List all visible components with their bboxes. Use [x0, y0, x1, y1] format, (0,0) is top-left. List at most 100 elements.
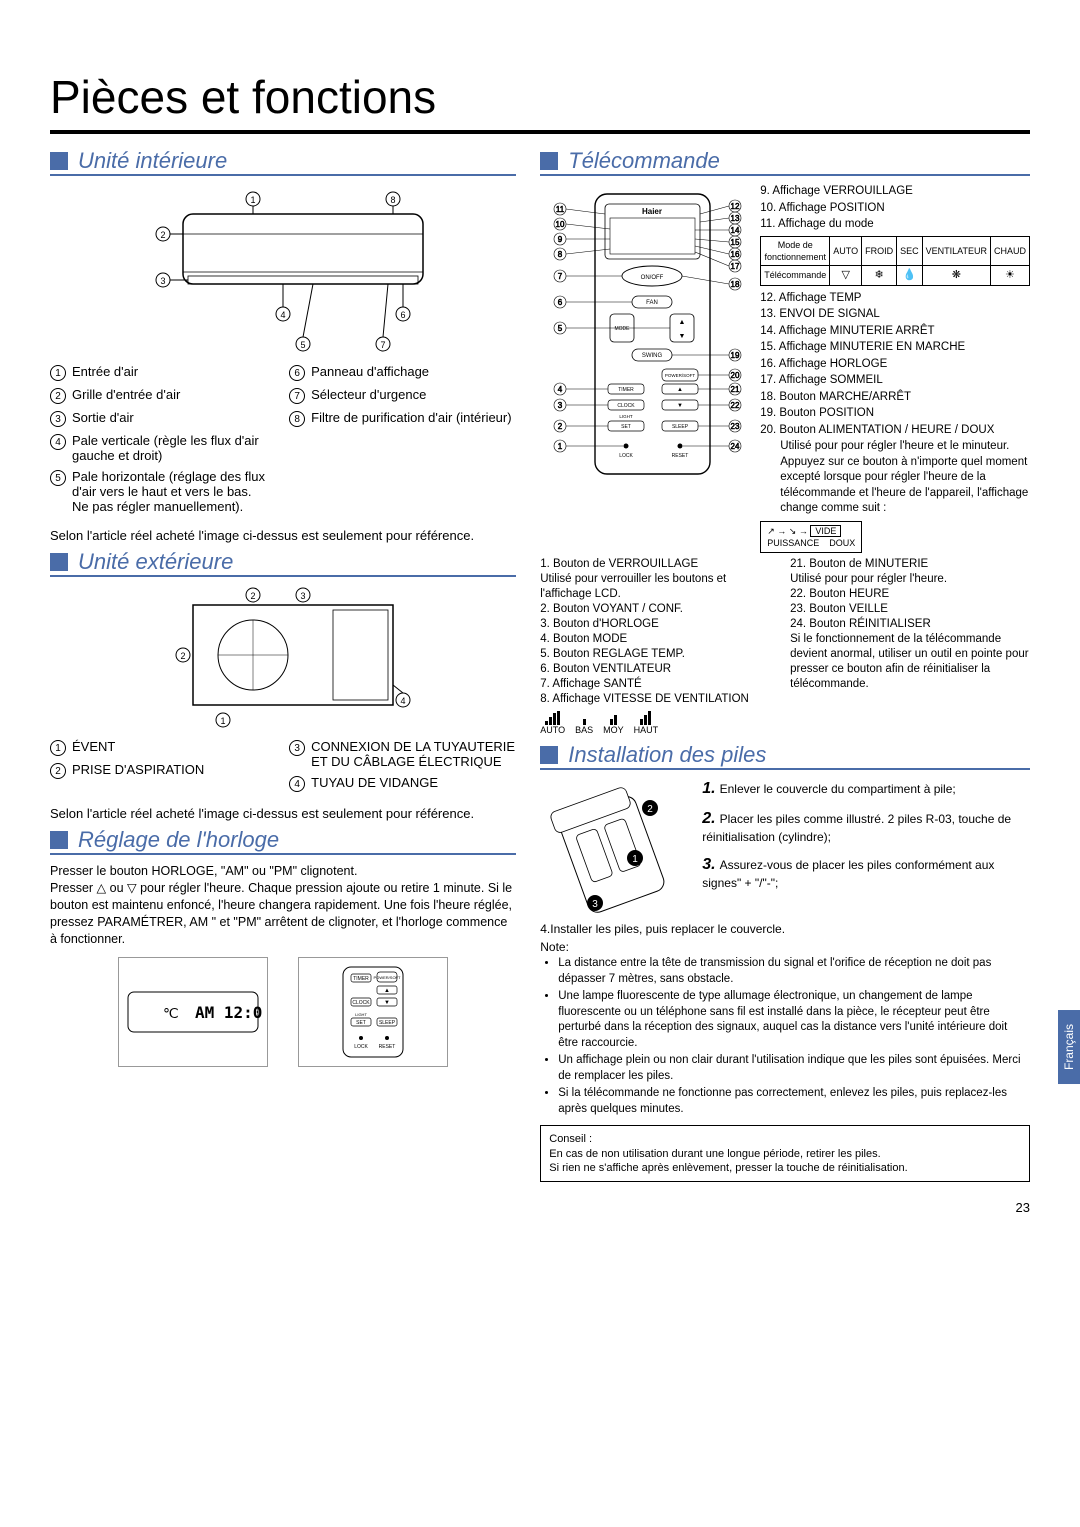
svg-text:5: 5 — [301, 340, 306, 350]
battery-step4: Installer les piles, puis replacer le co… — [550, 922, 785, 936]
svg-text:LIGHT: LIGHT — [355, 1012, 367, 1017]
svg-text:▲: ▲ — [677, 387, 683, 393]
section-marker — [50, 553, 68, 571]
button20-desc: Utilisé pour pour régler l'heure et le m… — [760, 439, 1030, 517]
tip-item: Si rien ne s'affiche après enlèvement, p… — [549, 1161, 1021, 1175]
svg-text:RESET: RESET — [379, 1044, 396, 1050]
svg-text:24: 24 — [731, 442, 740, 451]
svg-text:7: 7 — [558, 272, 563, 281]
section-remote: Télécommande — [540, 148, 1030, 176]
svg-text:14: 14 — [731, 226, 740, 235]
callout-item: 3Sortie d'air — [50, 410, 277, 427]
svg-text:1: 1 — [558, 442, 563, 451]
list-item: 7. Affichage SANTÉ — [540, 677, 780, 692]
svg-text:20: 20 — [731, 371, 740, 380]
svg-text:RESET: RESET — [672, 453, 689, 459]
svg-text:8: 8 — [558, 250, 563, 259]
svg-text:6: 6 — [558, 298, 563, 307]
section-marker — [50, 152, 68, 170]
outdoor-unit-diagram: 2 2 3 1 4 — [50, 585, 516, 735]
svg-text:3: 3 — [592, 899, 598, 910]
list-item: 1. Bouton de VERROUILLAGE Utilisé pour v… — [540, 557, 780, 602]
svg-text:MODE: MODE — [615, 326, 631, 332]
outdoor-note: Selon l'article réel acheté l'image ci-d… — [50, 806, 516, 821]
svg-text:▲: ▲ — [384, 988, 390, 994]
indoor-note: Selon l'article réel acheté l'image ci-d… — [50, 528, 516, 543]
power-sequence: ↗ → ↘ → VIDE PUISSANCE DOUX — [760, 521, 862, 553]
indoor-unit-diagram: 1 8 2 3 4 5 6 7 — [50, 184, 516, 364]
list-item: 2. Bouton VOYANT / CONF. — [540, 602, 780, 617]
svg-text:TIMER: TIMER — [353, 976, 369, 982]
list-item: 9. Affichage VERROUILLAGE — [760, 184, 1030, 200]
callout-item: 6Panneau d'affichage — [289, 364, 516, 381]
svg-text:13: 13 — [731, 214, 740, 223]
note-item: Si la télécommande ne fonctionne pas cor… — [558, 1086, 1030, 1117]
list-item: 5. Bouton REGLAGE TEMP. — [540, 647, 780, 662]
svg-text:ON/OFF: ON/OFF — [641, 275, 664, 281]
svg-text:8: 8 — [391, 195, 396, 205]
svg-text:SLEEP: SLEEP — [672, 424, 689, 430]
svg-text:9: 9 — [558, 235, 563, 244]
svg-text:▼: ▼ — [384, 1000, 390, 1006]
svg-text:2: 2 — [251, 591, 256, 601]
svg-text:4: 4 — [281, 310, 286, 320]
section-marker — [540, 746, 558, 764]
svg-text:23: 23 — [731, 422, 740, 431]
svg-text:17: 17 — [731, 262, 740, 271]
svg-text:▲: ▲ — [679, 319, 686, 326]
svg-text:SET: SET — [356, 1020, 366, 1026]
clock-display-diagram: ℃ AM 12:01 — [118, 957, 268, 1067]
section-marker — [540, 152, 558, 170]
svg-text:3: 3 — [301, 591, 306, 601]
svg-text:7: 7 — [381, 340, 386, 350]
list-item: 18. Bouton MARCHE/ARRÊT — [760, 390, 1030, 406]
page-title: Pièces et fonctions — [50, 70, 1030, 134]
svg-text:5: 5 — [558, 324, 563, 333]
svg-text:6: 6 — [401, 310, 406, 320]
svg-text:1: 1 — [221, 716, 226, 726]
remote-diagram: Haier ON/OFF FAN MODE ▲ ▼ SWING POWER/SO… — [540, 184, 750, 553]
svg-text:SLEEP: SLEEP — [379, 1020, 396, 1026]
svg-text:SWING: SWING — [642, 353, 663, 359]
list-item: 3. Bouton d'HORLOGE — [540, 617, 780, 632]
callout-item: 1Entrée d'air — [50, 364, 277, 381]
list-item: 6. Bouton VENTILATEUR — [540, 662, 780, 677]
svg-text:2: 2 — [181, 651, 186, 661]
language-tab: Français — [1058, 1010, 1080, 1084]
svg-text:FAN: FAN — [646, 300, 658, 306]
svg-text:1: 1 — [632, 854, 638, 865]
list-item: 17. Affichage SOMMEIL — [760, 373, 1030, 389]
svg-text:2: 2 — [647, 804, 653, 815]
list-item: 8. Affichage VITESSE DE VENTILATION — [540, 692, 780, 707]
section-indoor: Unité intérieure — [50, 148, 516, 176]
fan-speed-icons: AUTO BAS MOY HAUT — [540, 711, 780, 737]
list-item: 16. Affichage HORLOGE — [760, 357, 1030, 373]
svg-text:LOCK: LOCK — [619, 453, 633, 459]
svg-text:▼: ▼ — [677, 403, 683, 409]
svg-text:11: 11 — [556, 205, 565, 214]
note-item: Un affichage plein ou non clair durant l… — [558, 1053, 1030, 1084]
svg-text:CLOCK: CLOCK — [618, 403, 636, 409]
page-number: 23 — [50, 1200, 1030, 1215]
svg-text:3: 3 — [161, 276, 166, 286]
section-heading: Télécommande — [568, 148, 720, 174]
svg-text:POWER/SOFT: POWER/SOFT — [374, 975, 401, 980]
svg-text:4: 4 — [558, 385, 563, 394]
section-outdoor: Unité extérieure — [50, 549, 516, 577]
battery-step: 1.Enlever le couvercle du compartiment à… — [702, 778, 1030, 800]
svg-text:21: 21 — [731, 385, 740, 394]
list-item: 15. Affichage MINUTERIE EN MARCHE — [760, 340, 1030, 356]
svg-text:1: 1 — [251, 195, 256, 205]
svg-text:SET: SET — [621, 424, 631, 430]
list-item: 10. Affichage POSITION — [760, 201, 1030, 217]
svg-text:℃: ℃ — [163, 1006, 179, 1022]
list-item: 19. Bouton POSITION — [760, 406, 1030, 422]
note-label: Note: — [540, 940, 1030, 954]
battery-step: 2.Placer les piles comme illustré. 2 pil… — [702, 808, 1030, 846]
svg-text:LIGHT: LIGHT — [620, 414, 634, 419]
svg-text:4: 4 — [401, 696, 406, 706]
callout-item: 2PRISE D'ASPIRATION — [50, 762, 277, 779]
tip-box: Conseil : En cas de non utilisation dura… — [540, 1125, 1030, 1182]
svg-text:2: 2 — [558, 422, 563, 431]
svg-text:POWER/SOFT: POWER/SOFT — [665, 373, 696, 378]
